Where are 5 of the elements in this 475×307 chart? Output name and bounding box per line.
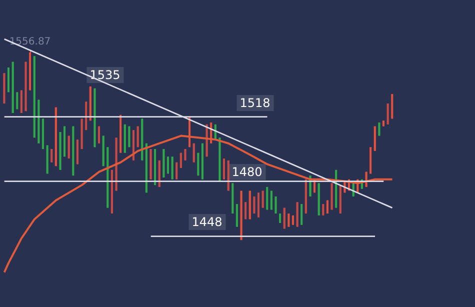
annotation: 1518 [236, 95, 274, 111]
annotation: 1480 [228, 164, 266, 180]
text: 1556.87 [8, 36, 52, 48]
annotation: 1535 [86, 67, 124, 83]
annotation: 1448 [188, 214, 226, 230]
